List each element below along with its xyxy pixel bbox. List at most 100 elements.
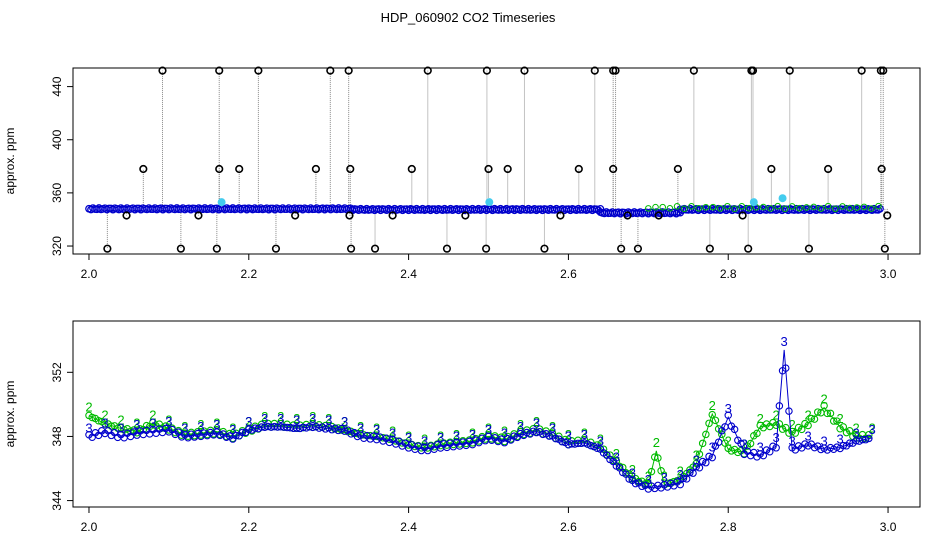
top-black-point: [311, 164, 321, 174]
bottom-series-line-blue: [88, 349, 873, 489]
bottom-data-label-green: 2: [613, 446, 620, 461]
bottom-point-blue: [631, 479, 640, 488]
bottom-data-label-green: 2: [149, 408, 156, 423]
bottom-data-label-green: 2: [597, 432, 604, 447]
top-green-point: [832, 205, 839, 213]
bottom-y-tick-label: 348: [50, 426, 64, 446]
bottom-data-label-blue: 3: [868, 422, 875, 437]
bottom-data-label-blue: 3: [757, 440, 764, 455]
bottom-data-label-green: 2: [261, 409, 268, 424]
top-black-point: [654, 211, 663, 220]
bottom-point-green: [813, 408, 822, 416]
bottom-point-green: [804, 421, 812, 430]
top-green-point: [666, 205, 674, 212]
top-black-point: [705, 244, 714, 253]
bottom-data-label-green: 2: [245, 414, 252, 429]
bottom-y-tick-label: 344: [50, 490, 64, 510]
top-black-point: [738, 211, 747, 220]
top-y-tick-label: 360: [50, 183, 64, 203]
top-black-point: [345, 211, 354, 220]
bottom-data-label-blue: 3: [469, 427, 476, 442]
bottom-point-green: [101, 420, 109, 428]
bottom-point-blue: [679, 474, 688, 483]
top-green-point: [810, 203, 818, 211]
bottom-data-label-green: 2: [133, 416, 140, 431]
bottom-data-label-green: 2: [325, 411, 332, 426]
top-black-point: [158, 66, 167, 75]
top-green-point: [817, 205, 825, 212]
top-cyan-point: [217, 198, 226, 207]
top-black-point: [482, 244, 491, 253]
bottom-point-green: [718, 430, 726, 439]
bottom-data-label-blue: 3: [341, 414, 348, 429]
bottom-point-blue: [845, 439, 854, 447]
top-green-point: [839, 203, 846, 210]
top-black-point: [503, 164, 512, 174]
bottom-data-label-green: 2: [653, 435, 660, 450]
top-black-point: [291, 211, 300, 220]
top-black-point: [785, 66, 794, 75]
top-green-point: [867, 205, 875, 212]
bottom-point-blue: [737, 439, 745, 448]
bottom-point-blue: [702, 458, 710, 467]
bottom-data-label-green: 2: [405, 428, 412, 443]
bottom-data-label-green: 2: [629, 462, 636, 477]
bottom-data-label-green: 2: [469, 425, 476, 440]
top-green-point: [731, 205, 738, 213]
bottom-point-blue: [510, 432, 518, 440]
bottom-data-label-blue: 3: [501, 425, 508, 440]
bottom-data-label-blue: 3: [581, 427, 588, 442]
top-black-point: [857, 66, 866, 75]
bottom-point-blue: [705, 452, 713, 461]
top-green-point: [645, 205, 652, 212]
top-x-tick-label: 2.8: [720, 267, 737, 281]
top-cyan-point: [778, 194, 787, 203]
top-y-tick-label: 400: [50, 129, 64, 149]
bottom-data-label-green: 2: [820, 392, 827, 407]
top-black-point: [824, 164, 833, 174]
top-green-point: [875, 202, 882, 210]
bottom-data-label-blue: 3: [101, 416, 108, 431]
bottom-point-green: [708, 410, 716, 419]
bottom-data-label-blue: 3: [325, 412, 332, 427]
bottom-point-blue: [580, 439, 589, 447]
top-black-point: [235, 164, 244, 174]
top-black-point: [482, 66, 492, 75]
bottom-data-label-green: 2: [773, 408, 780, 423]
top-x-tick-label: 2.2: [240, 267, 257, 281]
bottom-data-label-green: 2: [197, 417, 204, 432]
bottom-point-blue: [232, 431, 240, 440]
bottom-data-label-green: 2: [85, 400, 92, 415]
bottom-point-green: [695, 450, 704, 458]
top-black-point: [423, 66, 432, 75]
top-black-point: [880, 244, 889, 253]
bottom-data-label-blue: 3: [565, 428, 572, 443]
bottom-point-green: [94, 417, 103, 425]
bottom-point-blue: [545, 432, 553, 440]
bottom-series-line-green: [88, 406, 873, 486]
top-black-point: [344, 66, 353, 75]
top-black-point: [346, 244, 356, 253]
bottom-point-green: [88, 413, 96, 422]
top-green-point: [652, 203, 659, 211]
top-green-point: [846, 204, 853, 212]
top-black-point: [442, 244, 452, 253]
top-black-point: [407, 164, 416, 174]
bottom-data-label-green: 2: [485, 420, 492, 435]
bottom-data-label-blue: 3: [421, 433, 428, 448]
top-x-tick-label: 2.0: [81, 267, 98, 281]
bottom-data-label-blue: 3: [533, 416, 540, 431]
top-black-point: [556, 211, 565, 220]
bottom-data-label-green: 2: [453, 427, 460, 442]
bottom-point-blue: [759, 451, 768, 460]
bottom-data-label-blue: 3: [805, 428, 812, 443]
top-blue-point: [596, 204, 605, 213]
bottom-data-label-green: 2: [677, 464, 684, 479]
bottom-data-label-blue: 3: [373, 422, 380, 437]
bottom-data-label-blue: 3: [229, 422, 236, 437]
top-green-point: [745, 204, 753, 212]
bottom-point-blue: [558, 437, 566, 446]
top-black-point: [176, 244, 185, 253]
top-black-point: [271, 244, 281, 253]
bottom-point-green: [650, 453, 659, 461]
